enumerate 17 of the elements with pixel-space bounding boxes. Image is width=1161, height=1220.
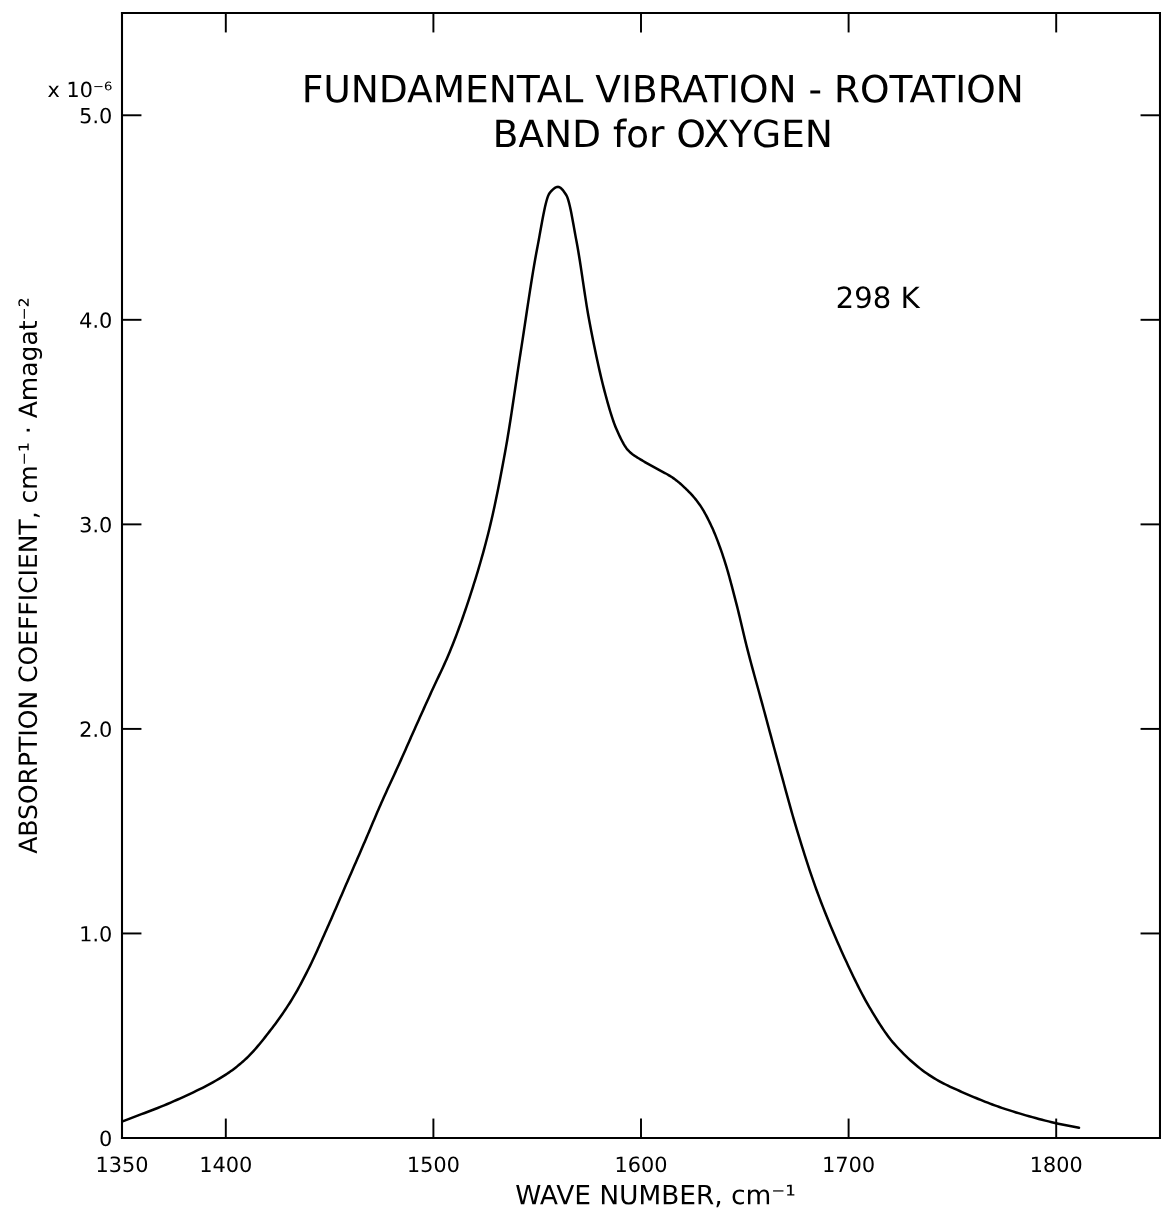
y-axis-title: ABSORPTION COEFFICIENT, cm⁻¹ · Amagat⁻²	[18, 298, 43, 854]
text: x 10⁻⁶	[48, 81, 112, 98]
x-tick-label: 1350	[97, 1156, 148, 1173]
x-tick-label: 1800	[1031, 1156, 1082, 1173]
y-tick-label: 0	[100, 1130, 111, 1147]
y-tick-label: 1.0	[81, 925, 111, 942]
x-tick-label: 1400	[201, 1156, 251, 1173]
y-tick-label: 5.0	[80, 107, 111, 124]
x-tick-label: 1700	[824, 1156, 874, 1173]
text: FUNDAMENTAL VIBRATION - ROTATION BAND for OXYGEN	[305, 74, 1021, 148]
x-tick-label: 1600	[616, 1156, 667, 1173]
y-tick-label: 2.0	[80, 721, 111, 738]
x-tick-label: 1500	[409, 1156, 459, 1173]
y-tick-label: 4.0	[80, 312, 111, 329]
annotation: 298 K	[837, 286, 921, 309]
y-tick-label: 3.0	[80, 516, 111, 533]
x-axis-title: WAVE NUMBER, cm⁻¹	[516, 1184, 795, 1208]
